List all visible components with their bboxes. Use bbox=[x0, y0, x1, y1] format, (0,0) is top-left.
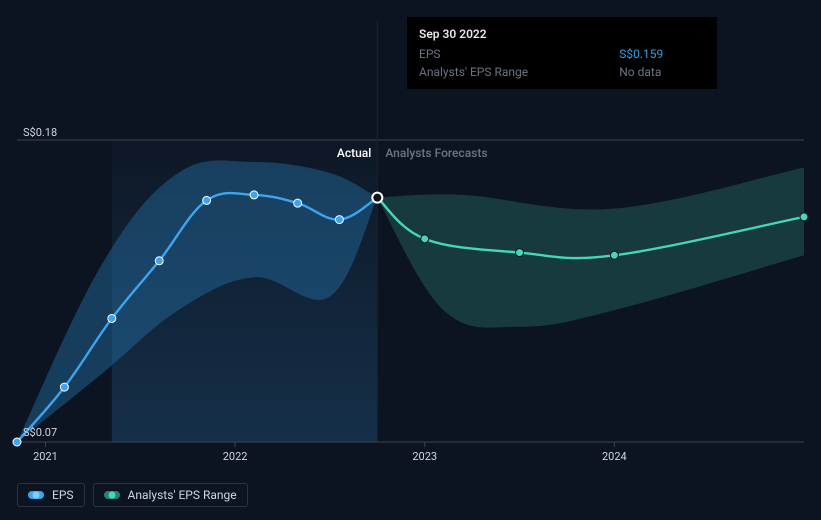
x-tick-label: 2024 bbox=[602, 450, 627, 463]
y-tick-label: S$0.07 bbox=[23, 426, 57, 439]
x-tick-label: 2023 bbox=[412, 450, 437, 463]
legend-swatch-icon bbox=[28, 491, 44, 499]
region-label-forecast: Analysts Forecasts bbox=[385, 146, 487, 160]
legend-item-range[interactable]: Analysts' EPS Range bbox=[93, 483, 248, 507]
legend-item-label: Analysts' EPS Range bbox=[128, 488, 237, 502]
x-tick-label: 2021 bbox=[33, 450, 58, 463]
chart-tooltip: Sep 30 2022 EPS S$0.159 Analysts' EPS Ra… bbox=[407, 17, 717, 89]
tooltip-row: EPS S$0.159 bbox=[419, 45, 705, 63]
legend-item-eps[interactable]: EPS bbox=[17, 483, 85, 507]
x-tick-label: 2022 bbox=[223, 450, 248, 463]
tooltip-row-label: EPS bbox=[419, 45, 599, 63]
tooltip-row-value: S$0.159 bbox=[599, 45, 705, 63]
legend-item-label: EPS bbox=[52, 488, 74, 502]
tooltip-row-label: Analysts' EPS Range bbox=[419, 63, 599, 81]
eps-chart: S$0.18 S$0.07 2021 2022 2023 2024 Actual… bbox=[0, 0, 821, 520]
tooltip-row: Analysts' EPS Range No data bbox=[419, 63, 705, 81]
legend-swatch-icon bbox=[104, 491, 120, 499]
tooltip-row-value: No data bbox=[599, 63, 705, 81]
y-tick-label: S$0.18 bbox=[23, 126, 57, 139]
chart-legend: EPS Analysts' EPS Range bbox=[17, 483, 248, 507]
tooltip-date: Sep 30 2022 bbox=[419, 25, 705, 43]
region-label-actual: Actual bbox=[337, 146, 371, 160]
